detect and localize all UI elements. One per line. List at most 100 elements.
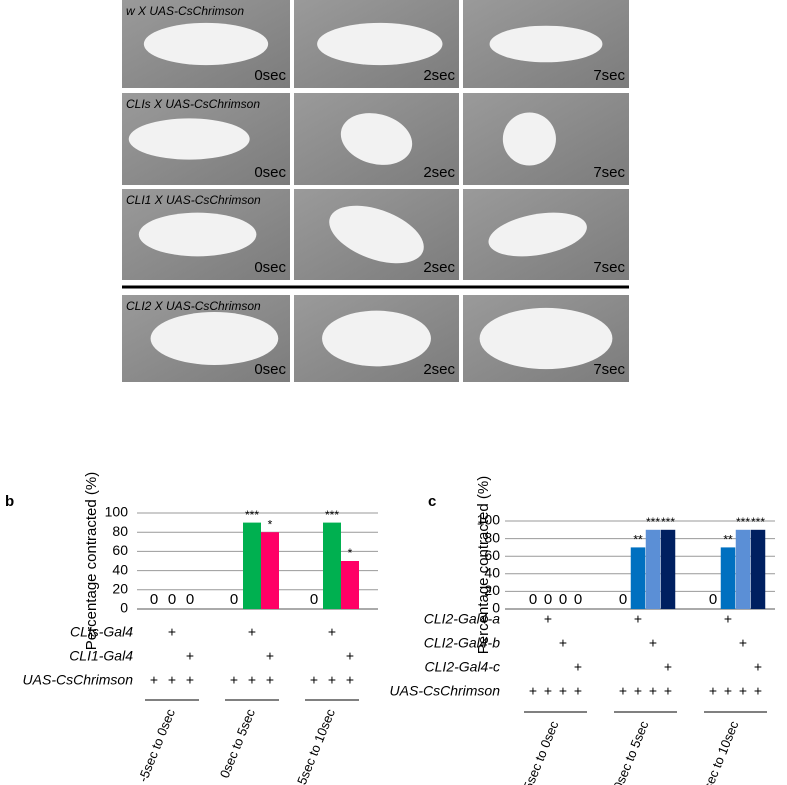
genotype-mark: +	[709, 683, 717, 699]
larva	[322, 310, 431, 367]
genotype-label: CLI2-Gal4-b	[424, 635, 500, 651]
y-tick-label: 60	[112, 542, 128, 558]
genotype-mark: +	[559, 683, 567, 699]
row-label: w X UAS-CsChrimson	[126, 4, 244, 18]
y-axis-label: Percentage contracted (%)	[475, 476, 492, 654]
genotype-mark: +	[266, 648, 274, 664]
genotype-mark: +	[574, 659, 582, 675]
value-label: 0	[619, 591, 627, 608]
genotype-mark: +	[168, 672, 176, 688]
row-label: CLI2 X UAS-CsChrimson	[126, 299, 261, 313]
genotype-label: UAS-CsChrimson	[390, 683, 501, 699]
genotype-label: UAS-CsChrimson	[23, 672, 134, 688]
time-label: 7sec	[593, 361, 625, 378]
value-label: 0	[186, 591, 194, 608]
value-label: 0	[529, 591, 537, 608]
genotype-label: CLI1-Gal4	[69, 648, 133, 664]
significance: ***	[245, 508, 259, 522]
genotype-mark: +	[619, 683, 627, 699]
significance: **	[633, 533, 643, 547]
bar	[261, 532, 279, 609]
time-label: 0sec	[254, 259, 286, 276]
genotype-mark: +	[529, 683, 537, 699]
genotype-mark: +	[634, 611, 642, 627]
genotype-mark: +	[230, 672, 238, 688]
genotype-mark: +	[544, 683, 552, 699]
genotype-mark: +	[168, 624, 176, 640]
bar	[243, 522, 261, 609]
y-tick-label: 80	[484, 529, 500, 545]
x-tick-label: 5sec to 10sec	[294, 706, 338, 785]
x-tick-label: 5sec to 10sec	[698, 718, 742, 785]
larva	[502, 112, 556, 166]
genotype-mark: +	[150, 672, 158, 688]
genotype-mark: +	[574, 683, 582, 699]
larva	[143, 22, 269, 66]
bar	[323, 522, 341, 609]
time-label: 0sec	[254, 164, 286, 181]
genotype-label: CLI2-Gal4-c	[425, 659, 500, 675]
time-label: 0sec	[254, 361, 286, 378]
significance: **	[723, 533, 733, 547]
genotype-mark: +	[664, 683, 672, 699]
bar	[750, 529, 766, 609]
panel-letter: c	[428, 493, 436, 510]
value-label: 0	[150, 591, 158, 608]
time-label: 2sec	[423, 259, 455, 276]
genotype-label: CLIs-Gal4	[70, 624, 133, 640]
bar	[645, 529, 661, 609]
significance: ***	[646, 515, 660, 529]
y-tick-label: 40	[484, 565, 500, 581]
genotype-mark: +	[649, 683, 657, 699]
significance: ***	[325, 508, 339, 522]
value-label: 0	[168, 591, 176, 608]
genotype-mark: +	[248, 672, 256, 688]
genotype-mark: +	[724, 683, 732, 699]
genotype-mark: +	[754, 659, 762, 675]
y-tick-label: 60	[484, 547, 500, 563]
time-label: 2sec	[423, 164, 455, 181]
x-tick-label: -5sec to 0sec	[519, 718, 562, 785]
genotype-mark: +	[186, 648, 194, 664]
genotype-mark: +	[544, 611, 552, 627]
larva	[340, 113, 413, 165]
genotype-mark: +	[328, 672, 336, 688]
y-tick-label: 0	[492, 600, 500, 616]
x-tick-label: -5sec to 0sec	[135, 706, 178, 784]
bar	[720, 547, 736, 609]
genotype-mark: +	[559, 635, 567, 651]
value-label: 0	[574, 591, 582, 608]
time-label: 2sec	[423, 361, 455, 378]
genotype-mark: +	[310, 672, 318, 688]
genotype-mark: +	[328, 624, 336, 640]
genotype-mark: +	[266, 672, 274, 688]
row-label: CLI1 X UAS-CsChrimson	[126, 193, 261, 207]
value-label: 0	[559, 591, 567, 608]
y-axis-label: Percentage contracted (%)	[83, 472, 100, 650]
genotype-mark: +	[724, 611, 732, 627]
genotype-label: CLI2-Gal4-a	[424, 611, 500, 627]
genotype-mark: +	[346, 648, 354, 664]
y-tick-label: 100	[477, 512, 501, 528]
value-label: 0	[709, 591, 717, 608]
genotype-mark: +	[186, 672, 194, 688]
time-label: 7sec	[593, 259, 625, 276]
larva	[479, 307, 613, 370]
bar	[735, 529, 751, 609]
y-tick-label: 100	[105, 504, 129, 520]
y-tick-label: 80	[112, 523, 128, 539]
genotype-mark: +	[739, 635, 747, 651]
y-tick-label: 20	[484, 582, 500, 598]
significance: *	[348, 546, 353, 560]
significance: *	[268, 517, 273, 531]
larva	[329, 205, 424, 264]
panel-letter: b	[5, 493, 14, 510]
y-tick-label: 20	[112, 581, 128, 597]
genotype-mark: +	[739, 683, 747, 699]
value-label: 0	[544, 591, 552, 608]
larva	[488, 212, 587, 257]
larva	[138, 212, 257, 257]
larva	[317, 22, 443, 66]
x-tick-label: 0sec to 5sec	[217, 706, 258, 780]
